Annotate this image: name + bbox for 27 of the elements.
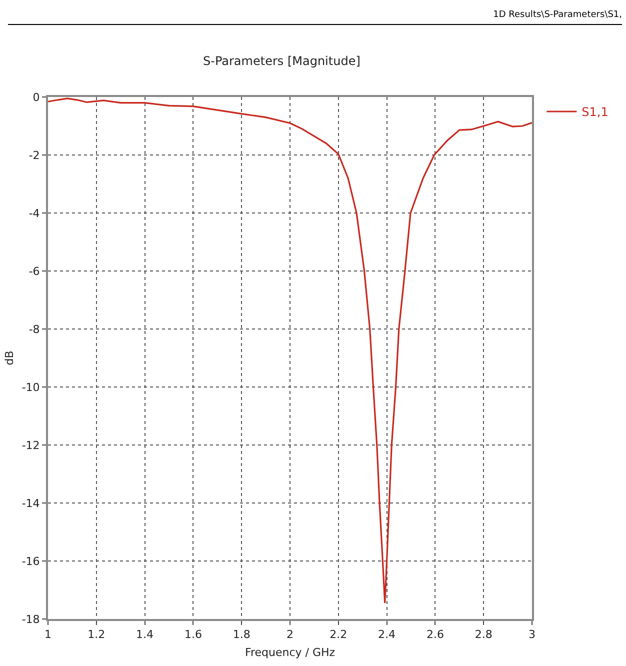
y-tick-label: -16	[22, 554, 40, 568]
x-tick-label: 2.2	[330, 628, 348, 642]
x-tick-label: 2.8	[474, 628, 492, 642]
y-tick-label: -2	[28, 148, 40, 162]
x-tick-label: 1	[44, 628, 52, 642]
x-tick-label: 2.4	[378, 628, 396, 642]
line-series	[48, 98, 532, 604]
x-tick-label: 1.8	[232, 628, 250, 642]
text: 1D Results\S-Parameters\S1,	[493, 10, 622, 20]
y-tick-label: -12	[22, 438, 40, 452]
y-tick-label: -6	[28, 264, 40, 278]
x-tick-label: 2	[286, 628, 294, 642]
legend-label: S1,1	[582, 105, 608, 120]
x-tick-label: 1.6	[184, 628, 202, 642]
x-axis-title: Frequency / GHz	[244, 646, 336, 659]
y-tick-label: -8	[28, 322, 40, 336]
y-tick-label: -18	[22, 612, 40, 626]
y-tick-label: -4	[28, 206, 40, 220]
x-tick-label: 3	[528, 628, 536, 642]
y-tick-label: -10	[22, 380, 40, 394]
x-tick-label: 2.6	[426, 628, 444, 642]
chart-title: S-Parameters [Magnitude]	[203, 54, 360, 68]
y-tick-label: -14	[22, 496, 40, 510]
y-tick-label: 0	[32, 90, 40, 104]
y-axis-title: dB	[2, 350, 16, 366]
x-tick-label: 1.2	[88, 628, 106, 642]
x-tick-label: 1.4	[136, 628, 154, 642]
